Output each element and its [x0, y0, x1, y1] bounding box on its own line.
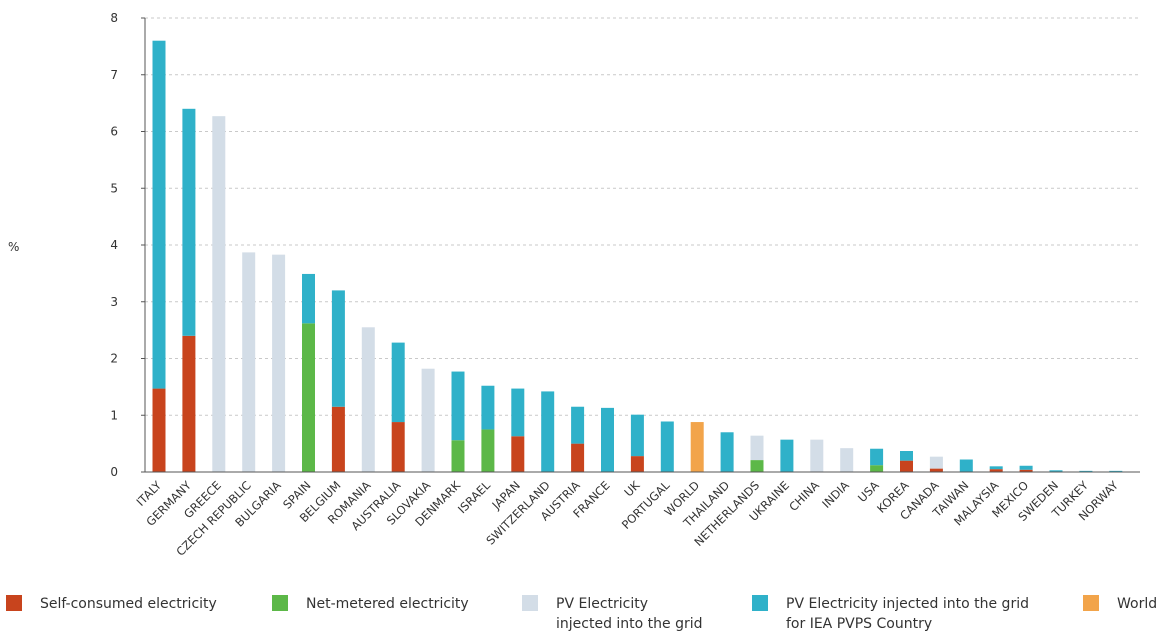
y-tick-label: 6 [110, 125, 118, 139]
legend-item: PV Electricity injected into the grid fo… [752, 594, 1029, 634]
legend-item: PV Electricity injected into the grid [522, 594, 703, 634]
legend-label: PV Electricity injected into the grid [556, 596, 703, 632]
grid-lines [145, 17, 1140, 416]
y-axis-ticks: 0 1 2 3 4 5 6 7 8 [110, 11, 145, 479]
bar-segment [1079, 470, 1093, 472]
bar-segment [242, 252, 256, 472]
bar-segment [1049, 470, 1063, 472]
legend-item: World [1083, 594, 1157, 614]
bar-segment [511, 388, 525, 437]
bar-segment [571, 443, 585, 472]
legend-item: Net-metered electricity [272, 594, 469, 614]
bar-segment [1019, 465, 1033, 470]
bar-segment [182, 108, 196, 336]
y-tick-label: 7 [110, 68, 118, 82]
legend-swatch [272, 595, 288, 611]
bar-segment [601, 407, 614, 472]
legend-label: Net-metered electricity [306, 596, 469, 612]
bar-segment [571, 406, 585, 444]
bar-segment [750, 460, 764, 472]
legend-swatch [522, 595, 538, 611]
bar-segment [451, 371, 465, 441]
x-tick-label: ISRAEL [455, 478, 493, 516]
bar-segment [630, 414, 644, 457]
bar-segment [900, 451, 913, 461]
x-tick-label: CHINA [786, 478, 822, 514]
legend-swatch [1083, 595, 1099, 611]
legend-swatch [6, 595, 22, 611]
legend: Self-consumed electricity Net-metered ele… [0, 594, 1160, 634]
bar-segment [929, 468, 943, 472]
bar-segment [331, 290, 345, 407]
y-tick-label: 5 [110, 181, 118, 195]
legend-swatch [752, 595, 768, 611]
bar-segment [870, 465, 884, 472]
bar-segment [720, 432, 734, 472]
y-tick-label: 1 [110, 408, 118, 422]
y-tick-label: 2 [110, 352, 118, 366]
bar-segment [690, 422, 704, 472]
bar-segment [1019, 469, 1033, 472]
y-tick-label: 3 [110, 295, 118, 309]
bar-segment [929, 456, 943, 469]
x-tick-label: UK [621, 478, 643, 500]
bar-segment [660, 421, 674, 472]
bar-segment [541, 391, 555, 472]
legend-label: World [1117, 596, 1158, 612]
bar-segment [152, 40, 166, 389]
bar-segment [900, 460, 913, 472]
bar-segment [481, 429, 495, 472]
bar-segment [870, 448, 884, 466]
bar-segment [780, 439, 794, 472]
bar-segment [989, 469, 1003, 472]
bar-segment [750, 435, 764, 461]
bar-segment [391, 342, 405, 423]
bar-segment [810, 439, 824, 472]
bar-segment [152, 388, 166, 472]
y-tick-label: 0 [110, 465, 118, 479]
bar-segment [212, 116, 226, 473]
bar-segment [182, 335, 196, 472]
bar-segment [959, 459, 973, 472]
bar-segment [840, 448, 854, 472]
y-tick-label: 4 [110, 238, 118, 252]
bar-segment [302, 273, 315, 324]
bars [152, 40, 1123, 473]
legend-item: Self-consumed electricity [6, 594, 217, 614]
bar-segment [331, 406, 345, 472]
bar-segment [481, 385, 495, 430]
bar-segment [511, 436, 525, 472]
y-axis-label: % [8, 240, 19, 254]
bar-segment [361, 327, 375, 472]
bar-segment [989, 466, 1003, 470]
bar-segment [302, 323, 315, 472]
y-tick-label: 8 [110, 11, 118, 25]
bar-segment [451, 440, 465, 472]
legend-label: PV Electricity injected into the grid fo… [786, 596, 1029, 632]
bar-segment [421, 368, 435, 472]
legend-label: Self-consumed electricity [40, 596, 217, 612]
bar-segment [391, 422, 405, 472]
bar-segment [1109, 470, 1123, 472]
bar-segment [272, 254, 286, 472]
bar-segment [630, 456, 644, 472]
x-tick-label: INDIA [819, 478, 852, 511]
